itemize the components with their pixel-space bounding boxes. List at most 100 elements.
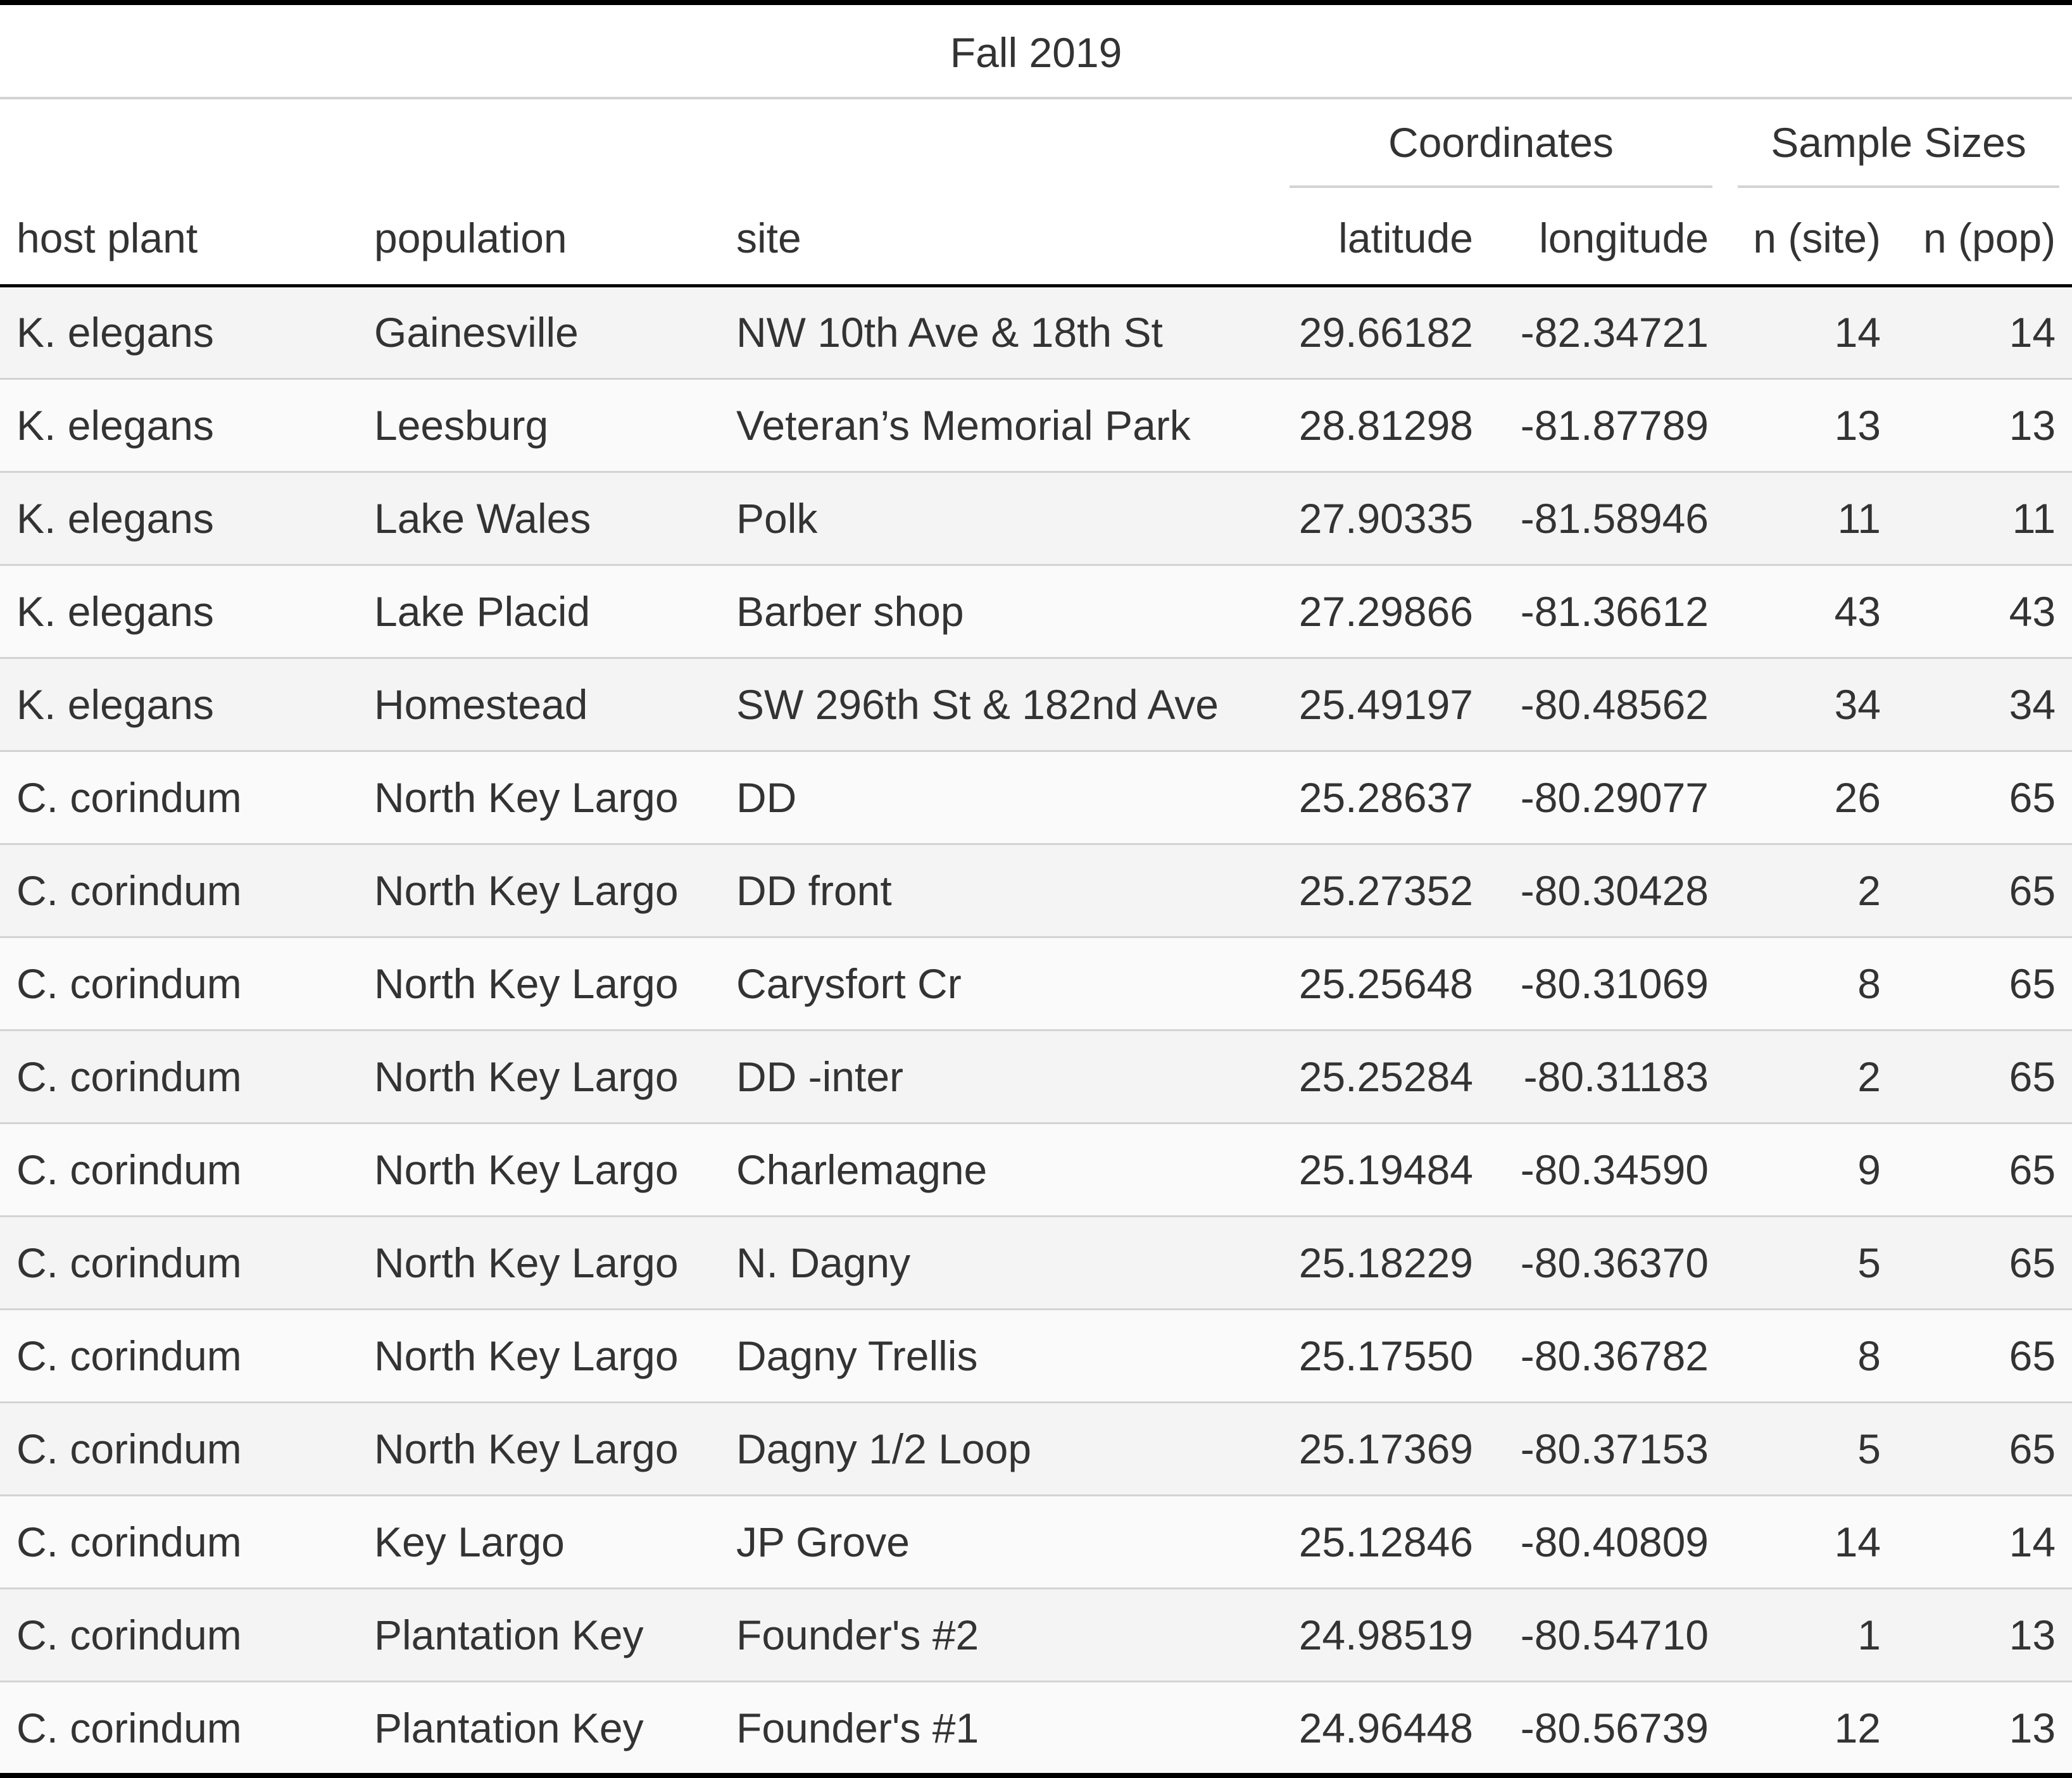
col-header-latitude: latitude bbox=[1277, 192, 1490, 287]
cell-site: Barber shop bbox=[720, 563, 1277, 658]
col-header-n-pop: n (pop) bbox=[1897, 192, 2072, 287]
cell-longitude: -80.30428 bbox=[1490, 842, 1725, 937]
col-header-longitude: longitude bbox=[1490, 192, 1725, 287]
table-row: C. corindum North Key Largo DD 25.28637 -80.… bbox=[0, 749, 2072, 844]
cell-n-site: 5 bbox=[1725, 1401, 1897, 1495]
cell-n-pop: 13 bbox=[1897, 377, 2072, 472]
cell-n-site: 26 bbox=[1725, 749, 1897, 844]
table-title-cell: Fall 2019 bbox=[0, 5, 2072, 99]
table-row: C. corindum North Key Largo Dagny 1/2 Loop… bbox=[0, 1401, 2072, 1495]
cell-longitude: -80.56739 bbox=[1490, 1680, 1725, 1774]
cell-n-site: 13 bbox=[1725, 377, 1897, 472]
spanner-coordinates: Coordinates bbox=[1290, 103, 1712, 188]
cell-longitude: -80.48562 bbox=[1490, 656, 1725, 751]
table-title: Fall 2019 bbox=[950, 28, 1122, 76]
cell-population: North Key Largo bbox=[358, 749, 720, 844]
cell-site: Founder's #1 bbox=[720, 1680, 1277, 1774]
cell-host-plant: C. corindum bbox=[0, 1494, 358, 1588]
table-row: K. elegans Lake Placid Barber shop 27.29866… bbox=[0, 563, 2072, 658]
cell-host-plant: C. corindum bbox=[0, 1401, 358, 1495]
cell-population: North Key Largo bbox=[358, 936, 720, 1030]
cell-population: North Key Largo bbox=[358, 1122, 720, 1216]
table-row: C. corindum North Key Largo N. Dagny 25.182… bbox=[0, 1215, 2072, 1309]
cell-site: Charlemagne bbox=[720, 1122, 1277, 1216]
cell-n-pop: 34 bbox=[1897, 656, 2072, 751]
cell-longitude: -80.36370 bbox=[1490, 1215, 1725, 1309]
title-row: Fall 2019 bbox=[0, 5, 2072, 99]
col-header-n-site: n (site) bbox=[1725, 192, 1897, 287]
cell-n-site: 5 bbox=[1725, 1215, 1897, 1309]
cell-host-plant: C. corindum bbox=[0, 936, 358, 1030]
cell-n-pop: 65 bbox=[1897, 1401, 2072, 1495]
cell-longitude: -80.31183 bbox=[1490, 1029, 1725, 1123]
data-table: Fall 2019 Coordinates Sample Sizes host … bbox=[0, 5, 2072, 1774]
cell-longitude: -80.54710 bbox=[1490, 1587, 1725, 1681]
cell-site: Polk bbox=[720, 470, 1277, 565]
cell-n-pop: 43 bbox=[1897, 563, 2072, 658]
cell-latitude: 25.17550 bbox=[1277, 1308, 1490, 1402]
cell-longitude: -80.36782 bbox=[1490, 1308, 1725, 1402]
cell-site: JP Grove bbox=[720, 1494, 1277, 1588]
cell-latitude: 27.90335 bbox=[1277, 470, 1490, 565]
cell-host-plant: K. elegans bbox=[0, 656, 358, 751]
cell-host-plant: K. elegans bbox=[0, 377, 358, 472]
cell-latitude: 25.27352 bbox=[1277, 842, 1490, 937]
cell-n-site: 9 bbox=[1725, 1122, 1897, 1216]
cell-host-plant: C. corindum bbox=[0, 749, 358, 844]
col-header-site: site bbox=[720, 192, 1277, 287]
cell-longitude: -80.29077 bbox=[1490, 749, 1725, 844]
cell-n-pop: 13 bbox=[1897, 1587, 2072, 1681]
cell-latitude: 25.49197 bbox=[1277, 656, 1490, 751]
cell-n-pop: 65 bbox=[1897, 1122, 2072, 1216]
cell-population: North Key Largo bbox=[358, 842, 720, 937]
cell-n-pop: 14 bbox=[1897, 1494, 2072, 1588]
cell-population: Gainesville bbox=[358, 285, 720, 379]
cell-site: Founder's #2 bbox=[720, 1587, 1277, 1681]
cell-n-site: 8 bbox=[1725, 936, 1897, 1030]
cell-n-pop: 65 bbox=[1897, 1215, 2072, 1309]
spanner-coordinates-cell: Coordinates bbox=[1277, 98, 1725, 192]
cell-longitude: -81.87789 bbox=[1490, 377, 1725, 472]
cell-n-site: 1 bbox=[1725, 1587, 1897, 1681]
col-header-host-plant: host plant bbox=[0, 192, 358, 287]
cell-n-site: 12 bbox=[1725, 1680, 1897, 1774]
table-row: C. corindum North Key Largo Carysfort Cr 25… bbox=[0, 936, 2072, 1030]
spanner-sample-sizes-cell: Sample Sizes bbox=[1725, 98, 2072, 192]
cell-n-site: 2 bbox=[1725, 1029, 1897, 1123]
cell-host-plant: C. corindum bbox=[0, 842, 358, 937]
table-row: C. corindum Plantation Key Founder's #2 24.… bbox=[0, 1587, 2072, 1681]
cell-latitude: 25.17369 bbox=[1277, 1401, 1490, 1495]
cell-host-plant: K. elegans bbox=[0, 470, 358, 565]
spanner-sample-sizes: Sample Sizes bbox=[1738, 103, 2060, 188]
cell-population: Lake Wales bbox=[358, 470, 720, 565]
cell-n-site: 8 bbox=[1725, 1308, 1897, 1402]
cell-latitude: 27.29866 bbox=[1277, 563, 1490, 658]
cell-host-plant: C. corindum bbox=[0, 1308, 358, 1402]
cell-n-pop: 65 bbox=[1897, 1308, 2072, 1402]
table-row: C. corindum North Key Largo Dagny Trellis 2… bbox=[0, 1308, 2072, 1402]
cell-host-plant: C. corindum bbox=[0, 1122, 358, 1216]
table-row: C. corindum Plantation Key Founder's #1 24.… bbox=[0, 1680, 2072, 1774]
cell-site: SW 296th St & 182nd Ave bbox=[720, 656, 1277, 751]
cell-population: Key Largo bbox=[358, 1494, 720, 1588]
cell-latitude: 25.25284 bbox=[1277, 1029, 1490, 1123]
cell-site: Dagny 1/2 Loop bbox=[720, 1401, 1277, 1495]
cell-n-pop: 65 bbox=[1897, 842, 2072, 937]
cell-host-plant: C. corindum bbox=[0, 1587, 358, 1681]
cell-host-plant: K. elegans bbox=[0, 285, 358, 379]
column-header-row: host plant population site latitude long… bbox=[0, 192, 2072, 287]
cell-n-pop: 13 bbox=[1897, 1680, 2072, 1774]
cell-site: NW 10th Ave & 18th St bbox=[720, 285, 1277, 379]
cell-n-pop: 65 bbox=[1897, 1029, 2072, 1123]
cell-latitude: 25.19484 bbox=[1277, 1122, 1490, 1216]
cell-host-plant: K. elegans bbox=[0, 563, 358, 658]
cell-site: DD bbox=[720, 749, 1277, 844]
cell-latitude: 24.98519 bbox=[1277, 1587, 1490, 1681]
spanner-empty bbox=[0, 98, 1277, 192]
cell-n-site: 14 bbox=[1725, 1494, 1897, 1588]
cell-latitude: 24.96448 bbox=[1277, 1680, 1490, 1774]
cell-population: Lake Placid bbox=[358, 563, 720, 658]
cell-site: Dagny Trellis bbox=[720, 1308, 1277, 1402]
cell-n-site: 2 bbox=[1725, 842, 1897, 937]
cell-site: N. Dagny bbox=[720, 1215, 1277, 1309]
